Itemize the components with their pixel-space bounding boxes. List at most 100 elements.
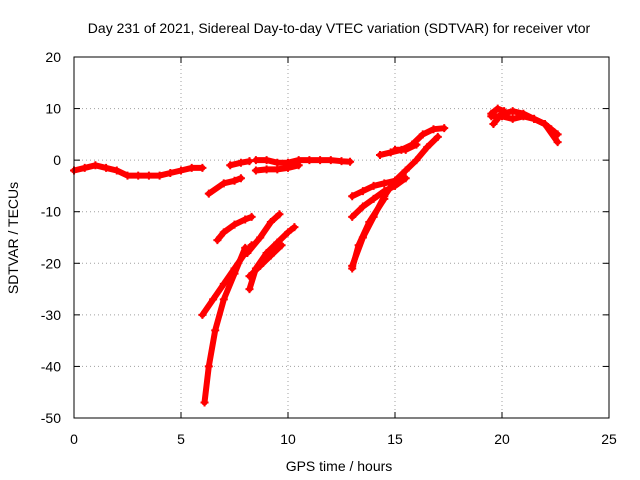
y-tick-labels: -50 -40 -30 -20 -10 0 10 20 xyxy=(41,49,61,426)
data-point-marker xyxy=(256,261,265,270)
data-point-marker xyxy=(358,187,367,196)
data-point-marker xyxy=(256,233,265,242)
chart-title: Day 231 of 2021, Sidereal Day-to-day VTE… xyxy=(88,20,591,36)
data-point-marker xyxy=(294,161,303,170)
x-tick-label: 5 xyxy=(177,431,185,447)
data-point-marker xyxy=(429,125,438,134)
y-tick-label: -20 xyxy=(41,255,61,271)
data-point-marker xyxy=(209,295,218,304)
data-point-marker xyxy=(91,161,100,170)
series-track-3 xyxy=(226,157,254,170)
series-track-19 xyxy=(489,107,562,147)
data-point-marker xyxy=(380,194,389,203)
data-point-marker xyxy=(305,156,314,165)
data-point-marker xyxy=(243,248,252,257)
x-tick-label: 10 xyxy=(280,431,296,447)
series-track-9 xyxy=(243,210,284,257)
data-point-marker xyxy=(241,215,250,224)
y-tick-label: 0 xyxy=(53,152,61,168)
x-tick-label: 0 xyxy=(70,431,78,447)
y-tick-label: -50 xyxy=(41,410,61,426)
series-line xyxy=(252,157,354,166)
data-point-marker xyxy=(284,228,292,237)
data-point-marker xyxy=(284,163,292,172)
data-point-marker xyxy=(247,212,256,221)
data-point-marker xyxy=(487,109,496,118)
data-point-marker xyxy=(326,156,335,165)
series-track-15 xyxy=(348,174,404,201)
data-point-marker xyxy=(376,150,385,159)
axis-ticks xyxy=(73,56,610,419)
data-point-marker xyxy=(236,174,245,183)
series-track-8 xyxy=(200,243,250,407)
data-point-marker xyxy=(187,163,196,172)
series-track-14 xyxy=(348,174,410,221)
data-point-marker xyxy=(489,120,498,129)
data-point-marker xyxy=(275,210,284,219)
data-point-marker xyxy=(251,166,260,175)
series-track-16 xyxy=(376,124,449,159)
data-point-marker xyxy=(519,109,528,118)
series-line xyxy=(490,108,561,146)
data-point-marker xyxy=(369,181,378,190)
data-point-marker xyxy=(219,279,228,288)
data-point-marker xyxy=(236,158,245,167)
data-point-marker xyxy=(540,120,549,129)
data-point-marker xyxy=(380,179,389,188)
data-series xyxy=(70,104,562,407)
series-line xyxy=(205,175,244,197)
data-point-marker xyxy=(144,171,153,180)
data-point-marker xyxy=(219,228,228,237)
data-point-marker xyxy=(266,218,275,227)
x-tick-label: 25 xyxy=(601,431,617,447)
data-point-marker xyxy=(134,171,143,180)
data-point-marker xyxy=(395,174,404,183)
series-line xyxy=(201,244,249,406)
y-tick-label: -40 xyxy=(41,358,61,374)
data-point-marker xyxy=(508,107,517,116)
data-point-marker xyxy=(204,189,213,198)
grid xyxy=(74,57,609,418)
series-track-2 xyxy=(204,174,245,198)
series-track-17 xyxy=(391,140,421,154)
data-point-marker xyxy=(277,241,286,250)
data-point-marker xyxy=(230,176,239,185)
x-tick-label: 15 xyxy=(387,431,403,447)
data-point-marker xyxy=(112,166,121,175)
y-axis-label: SDTVAR / TECUs xyxy=(5,182,21,294)
series-track-6 xyxy=(213,212,256,245)
data-point-marker xyxy=(380,187,389,196)
data-point-marker xyxy=(530,114,539,123)
data-point-marker xyxy=(211,326,220,335)
data-point-marker xyxy=(177,166,185,175)
series-track-4 xyxy=(251,156,355,167)
plot-frame xyxy=(73,56,610,419)
data-point-marker xyxy=(412,140,421,149)
data-point-marker xyxy=(155,171,164,180)
data-point-marker xyxy=(354,241,363,250)
x-axis-label: GPS time / hours xyxy=(286,458,393,474)
data-point-marker xyxy=(369,194,378,203)
data-point-marker xyxy=(508,114,517,123)
y-tick-label: -10 xyxy=(41,204,61,220)
data-point-marker xyxy=(204,362,213,371)
data-point-marker xyxy=(245,285,254,294)
data-point-marker xyxy=(273,158,282,167)
series-line xyxy=(244,211,283,256)
data-point-marker xyxy=(245,272,254,281)
data-point-marker xyxy=(213,236,222,245)
data-point-marker xyxy=(219,179,228,188)
data-point-marker xyxy=(386,148,395,157)
data-point-marker xyxy=(230,220,239,229)
data-point-marker xyxy=(433,132,442,141)
data-point-marker xyxy=(346,157,355,166)
data-point-marker xyxy=(553,138,562,147)
data-point-marker xyxy=(273,165,282,174)
data-point-marker xyxy=(418,130,427,139)
series-track-1 xyxy=(70,161,207,180)
x-tick-label: 20 xyxy=(494,431,510,447)
data-point-marker xyxy=(226,161,235,170)
series-line xyxy=(349,195,388,272)
series-track-11 xyxy=(245,241,286,281)
series-line xyxy=(349,175,409,220)
